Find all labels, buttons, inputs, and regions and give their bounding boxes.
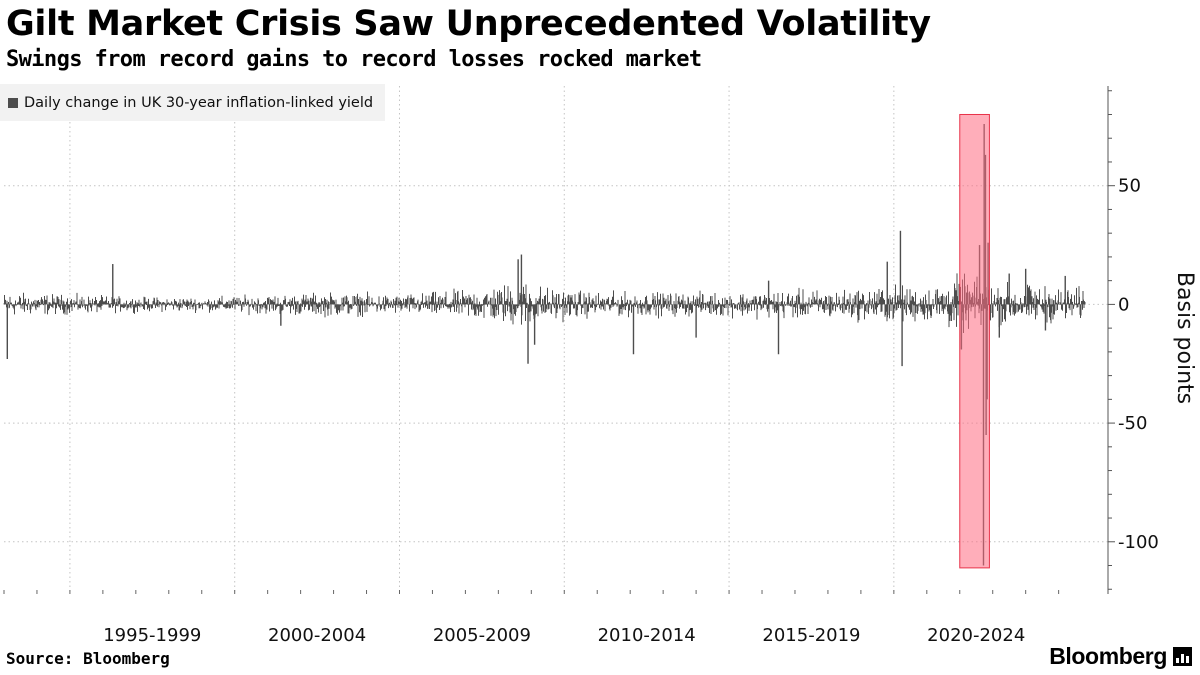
x-tick-label: 1995-1999 <box>103 625 201 646</box>
highlight-region <box>959 113 990 569</box>
legend: Daily change in UK 30-year inflation-lin… <box>0 84 386 121</box>
legend-label: Daily change in UK 30-year inflation-lin… <box>24 94 374 111</box>
brand-wordmark: Bloomberg <box>1049 643 1167 669</box>
y-tick-label: -100 <box>1118 532 1159 553</box>
source-note: Source: Bloomberg <box>6 649 170 668</box>
chart-title: Gilt Market Crisis Saw Unprecedented Vol… <box>6 4 931 44</box>
x-tick-label: 2000-2004 <box>268 625 366 646</box>
x-tick-label: 2020-2024 <box>927 625 1025 646</box>
y-axis: 50 0 -50 -100 <box>1107 86 1159 594</box>
bloomberg-bars-icon <box>1173 647 1192 666</box>
legend-swatch <box>8 97 18 108</box>
y-tick-label: 0 <box>1118 294 1129 315</box>
bar-series <box>3 123 1086 566</box>
x-axis-labels: 1995-1999 2000-2004 2005-2009 2010-2014 2015… <box>103 625 1025 646</box>
x-tick-label: 2015-2019 <box>762 625 860 646</box>
brand-logo: Bloomberg <box>1049 643 1192 670</box>
y-tick-label: 50 <box>1118 176 1141 197</box>
x-tick-label: 2010-2014 <box>598 625 696 646</box>
grid-lines <box>3 86 1108 594</box>
y-tick-label: -50 <box>1118 413 1147 434</box>
crisis-highlight-box <box>959 113 990 569</box>
chart-subtitle: Swings from record gains to record losse… <box>6 47 702 72</box>
y-axis-label: Basis points <box>1172 272 1197 404</box>
x-tick-label: 2005-2009 <box>433 625 531 646</box>
bar-series-path <box>3 273 1086 334</box>
